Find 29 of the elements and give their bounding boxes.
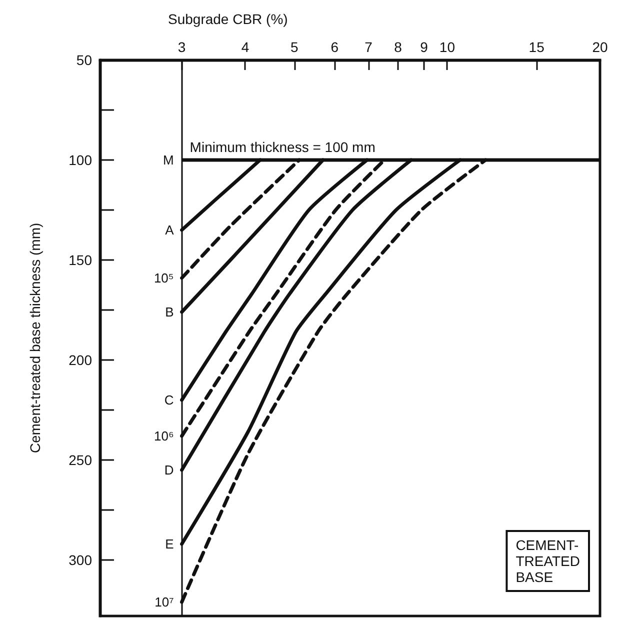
series-label: 10⁷ — [154, 594, 174, 610]
y-tick-label: 250 — [68, 452, 92, 468]
series-label: D — [164, 462, 174, 478]
x-tick-label: 15 — [528, 39, 545, 55]
x-tick-label: 20 — [592, 39, 608, 55]
x-tick-label: 10 — [439, 39, 456, 55]
x-tick-label: 3 — [178, 39, 186, 55]
x-axis-title: Subgrade CBR (%) — [168, 11, 288, 27]
y-tick-label: 150 — [68, 252, 92, 268]
series-label: 10⁶ — [154, 428, 174, 444]
series-label: A — [165, 222, 174, 238]
annotation: M — [162, 152, 174, 168]
x-tick-label: 4 — [241, 39, 250, 55]
ref-line-label: Minimum thickness = 100 mm — [190, 139, 376, 155]
series-label: 10⁵ — [154, 270, 174, 286]
y-axis-title: Cement-treated base thickness (mm) — [27, 222, 43, 454]
x-tick-label: 9 — [420, 39, 428, 55]
x-tick-label: 5 — [290, 39, 299, 55]
y-tick-label: 200 — [68, 352, 92, 368]
annotation: CEMENT- TREATED BASE — [516, 537, 580, 585]
series-label: B — [165, 304, 174, 320]
x-tick-label: 6 — [330, 39, 339, 55]
y-tick-label: 50 — [76, 52, 92, 68]
series-label: E — [165, 536, 174, 552]
y-tick-label: 300 — [68, 552, 92, 568]
x-tick-label: 7 — [364, 39, 373, 55]
series-label: C — [164, 392, 174, 408]
y-tick-label: 100 — [68, 152, 92, 168]
x-tick-label: 8 — [394, 39, 402, 55]
